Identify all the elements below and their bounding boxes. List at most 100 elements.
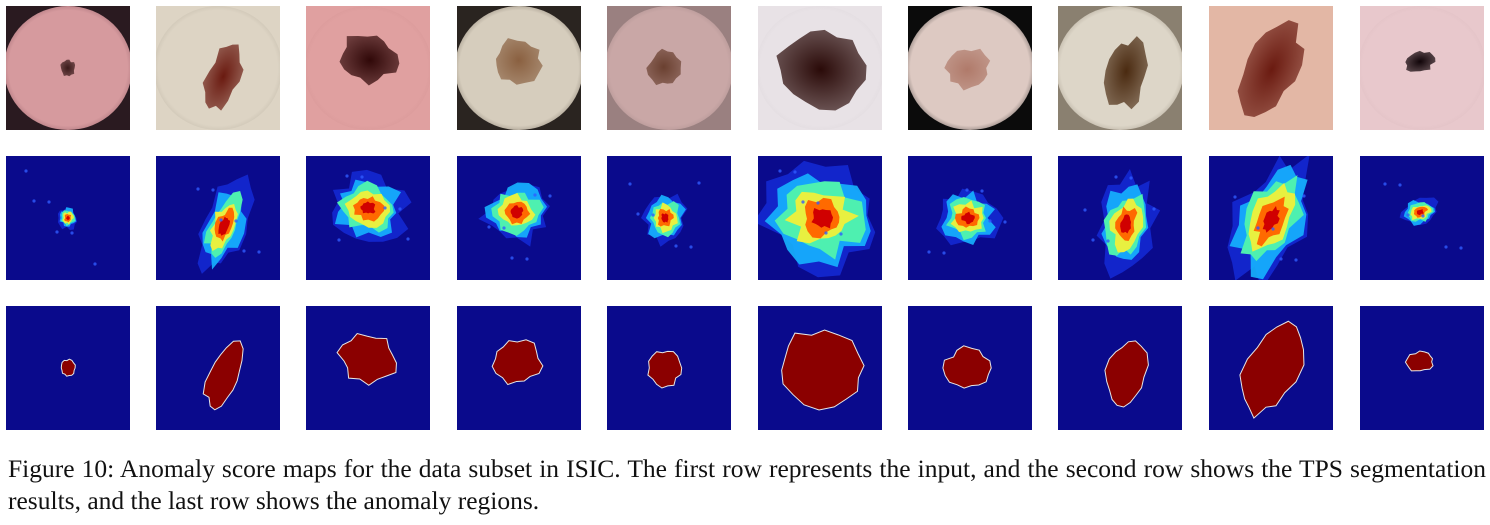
score-map-row-tile-7 xyxy=(908,156,1032,280)
anomaly-region xyxy=(1404,350,1434,372)
score-map-row-image-9 xyxy=(1209,156,1333,280)
noise-speck xyxy=(510,256,514,260)
noise-speck xyxy=(24,169,28,173)
score-level-6 xyxy=(961,211,975,225)
noise-speck xyxy=(942,251,946,255)
noise-speck xyxy=(1279,257,1283,261)
noise-speck xyxy=(1294,258,1298,262)
noise-speck xyxy=(383,206,387,210)
noise-speck xyxy=(1256,226,1260,230)
input-row-tile-3 xyxy=(306,6,430,130)
noise-speck xyxy=(1383,182,1387,186)
noise-speck xyxy=(406,237,410,241)
input-row-image-7 xyxy=(908,6,1032,130)
input-row-image-1 xyxy=(6,6,130,130)
figure-grid xyxy=(6,6,1484,430)
input-row-tile-10 xyxy=(1360,6,1484,130)
score-map-row-image-2 xyxy=(156,156,280,280)
noise-speck xyxy=(502,226,506,230)
noise-speck xyxy=(1444,245,1448,249)
input-row-tile-9 xyxy=(1209,6,1333,130)
input-row-image-5 xyxy=(607,6,731,130)
input-row-image-3 xyxy=(306,6,430,130)
noise-speck xyxy=(219,218,223,222)
score-map-row-tile-3 xyxy=(306,156,430,280)
noise-speck xyxy=(211,188,215,192)
anomaly-region xyxy=(202,340,244,411)
anomaly-region-row-tile-6 xyxy=(758,306,882,430)
anomaly-region-row-tile-7 xyxy=(908,306,1032,430)
noise-speck xyxy=(47,200,51,204)
noise-speck xyxy=(697,181,701,185)
noise-speck xyxy=(234,219,238,223)
anomaly-region-row-tile-5 xyxy=(607,306,731,430)
lesion xyxy=(60,59,76,77)
anomaly-region-row-tile-10 xyxy=(1360,306,1484,430)
anomaly-region-row-image-3 xyxy=(306,306,430,430)
input-row-tile-2 xyxy=(156,6,280,130)
score-map-row-image-6 xyxy=(758,156,882,280)
noise-speck xyxy=(1152,207,1156,211)
input-row-tile-1 xyxy=(6,6,130,130)
anomaly-region xyxy=(1104,340,1149,408)
anomaly-region-row-image-1 xyxy=(6,306,130,430)
anomaly-region xyxy=(60,358,76,377)
noise-speck xyxy=(487,225,491,229)
score-level-6 xyxy=(661,213,669,223)
anomaly-region xyxy=(1239,320,1305,419)
lesion xyxy=(1103,36,1148,110)
input-row-image-2 xyxy=(156,6,280,130)
input-row-tile-7 xyxy=(908,6,1032,130)
input-row-tile-4 xyxy=(457,6,581,130)
input-row-image-6 xyxy=(758,6,882,130)
lesion xyxy=(495,38,543,85)
noise-speck xyxy=(1233,195,1237,199)
input-row-image-10 xyxy=(1360,6,1484,130)
anomaly-region xyxy=(336,332,397,386)
anomaly-region-row-image-4 xyxy=(457,306,581,430)
anomaly-region xyxy=(942,345,992,389)
noise-speck xyxy=(824,231,828,235)
score-map-row-tile-4 xyxy=(457,156,581,280)
lesion xyxy=(1237,20,1305,118)
input-row-image-8 xyxy=(1058,6,1182,130)
input-row-tile-8 xyxy=(1058,6,1182,130)
anomaly-region-row-image-10 xyxy=(1360,306,1484,430)
noise-speck xyxy=(1129,176,1133,180)
noise-speck xyxy=(816,201,820,205)
noise-speck xyxy=(1003,220,1007,224)
input-row-tile-6 xyxy=(758,6,882,130)
noise-speck xyxy=(1421,214,1425,218)
figure-caption: Figure 10: Anomaly score maps for the da… xyxy=(8,454,1486,515)
noise-speck xyxy=(980,189,984,193)
score-map-row-tile-5 xyxy=(607,156,731,280)
noise-speck xyxy=(651,213,655,217)
noise-speck xyxy=(337,238,341,242)
noise-speck xyxy=(1114,175,1118,179)
noise-speck xyxy=(927,250,931,254)
noise-speck xyxy=(55,230,59,234)
score-level-6 xyxy=(510,205,524,219)
anomaly-region-row-tile-1 xyxy=(6,306,130,430)
noise-speck xyxy=(1091,238,1095,242)
noise-speck xyxy=(778,169,782,173)
noise-speck xyxy=(1459,246,1463,250)
noise-speck xyxy=(793,170,797,174)
score-map-row-tile-9 xyxy=(1209,156,1333,280)
anomaly-region-row-image-5 xyxy=(607,306,731,430)
noise-speck xyxy=(360,175,364,179)
lesion xyxy=(1405,50,1436,72)
score-map-row-tile-2 xyxy=(156,156,280,280)
anomaly-region-row-tile-4 xyxy=(457,306,581,430)
noise-speck xyxy=(839,232,843,236)
score-map-row-image-5 xyxy=(607,156,731,280)
noise-speck xyxy=(548,194,552,198)
noise-speck xyxy=(965,188,969,192)
input-row-image-4 xyxy=(457,6,581,130)
noise-speck xyxy=(398,207,402,211)
noise-speck xyxy=(801,200,805,204)
noise-speck xyxy=(1271,227,1275,231)
score-level-6 xyxy=(1416,209,1424,216)
score-level-6 xyxy=(1262,205,1280,233)
anomaly-region-row-image-9 xyxy=(1209,306,1333,430)
